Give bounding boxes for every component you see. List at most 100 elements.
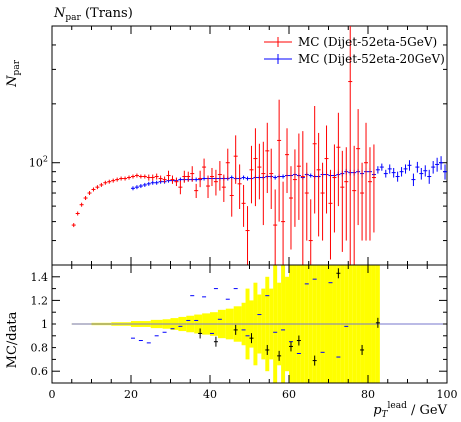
- main-5gev-data-point: [296, 133, 301, 220]
- main-5gev-data-point: [348, 26, 353, 265]
- main-plot-panel: 102: [29, 25, 448, 266]
- main-5gev-data-point: [352, 145, 357, 265]
- main-5gev-data-point: [288, 166, 293, 250]
- main-20gev-data-point: [395, 171, 400, 182]
- ratio-y-tick-label: 1.2: [31, 294, 49, 307]
- main-5gev-data-point: [281, 181, 286, 265]
- main-20gev-data-point: [411, 173, 416, 187]
- main-20gev-data-point: [419, 167, 424, 180]
- legend: MC (Dijet-52eta-5GeV) MC (Dijet-52eta-20…: [264, 35, 445, 66]
- main-5gev-data-point: [138, 174, 143, 179]
- main-5gev-data-point: [253, 128, 258, 207]
- main-5gev-data-point: [95, 185, 100, 190]
- main-5gev-data-point: [229, 178, 234, 217]
- main-5gev-data-point: [174, 177, 179, 187]
- main-y-label: Npar: [5, 59, 22, 88]
- main-20gev-data-point: [308, 173, 313, 178]
- main-5gev-data-point: [328, 169, 333, 260]
- x-tick-label: 100: [437, 388, 458, 401]
- main-5gev-data-point: [221, 174, 226, 202]
- main-5gev-data-point: [158, 175, 163, 182]
- x-tick-label: 80: [361, 388, 375, 401]
- main-5gev-data-point: [178, 180, 183, 195]
- main-5gev-data-point: [356, 109, 361, 226]
- ratio-point-black: [249, 333, 254, 344]
- main-20gev-data-point: [273, 175, 278, 180]
- main-20gev-data-point: [281, 174, 286, 179]
- main-5gev-data-point: [134, 173, 139, 178]
- ratio-point-black: [296, 335, 301, 346]
- main-20gev-data-point: [154, 180, 159, 185]
- main-5gev-data-point: [127, 175, 132, 180]
- main-5gev-data-point: [79, 202, 84, 207]
- ratio-y-tick-label: 1: [41, 318, 48, 331]
- main-5gev-data-point: [261, 141, 266, 226]
- main-5gev-data-point: [206, 175, 211, 199]
- main-5gev-data-point: [217, 161, 222, 191]
- main-5gev-data-point: [107, 179, 112, 184]
- main-20gev-data-point: [439, 156, 444, 170]
- main-5gev-data-point: [367, 147, 372, 241]
- ratio-point-black: [360, 344, 365, 355]
- main-20gev-data-point: [383, 169, 388, 178]
- x-tick-label: 40: [203, 388, 217, 401]
- main-5gev-data-point: [320, 162, 325, 241]
- main-20gev-data-point: [415, 161, 420, 173]
- ratio-point-black: [312, 355, 317, 366]
- x-axis-label: pTlead / GeV: [373, 401, 447, 420]
- main-20gev-data-point: [202, 176, 207, 181]
- main-5gev-data-point: [170, 175, 175, 184]
- ratio-y-tick-label: 0.8: [31, 342, 49, 355]
- main-20gev-data-point: [194, 177, 199, 182]
- main-20gev-data-point: [134, 185, 139, 190]
- main-5gev-data-point: [324, 125, 329, 214]
- main-y-tick-label: 102: [29, 155, 48, 170]
- main-5gev-data-point: [71, 223, 76, 228]
- main-5gev-data-point: [312, 105, 317, 214]
- main-5gev-data-point: [186, 171, 191, 182]
- ratio-point-black: [288, 341, 293, 352]
- main-5gev-data-point: [371, 144, 376, 233]
- main-5gev-data-point: [364, 122, 369, 241]
- main-5gev-data-point: [300, 131, 305, 265]
- main-5gev-data-point: [213, 169, 218, 196]
- main-5gev-data-point: [130, 174, 135, 179]
- ratio-y-tick-label: 0.6: [31, 365, 49, 378]
- main-5gev-data-point: [316, 132, 321, 237]
- ratio-point-black: [375, 317, 380, 328]
- ratio-point-black: [277, 350, 282, 361]
- legend-label-5gev: MC (Dijet-52eta-5GeV): [298, 35, 437, 49]
- main-5gev-data-point: [162, 176, 167, 183]
- main-5gev-data-point: [123, 176, 128, 181]
- main-20gev-data-point: [431, 161, 436, 174]
- main-5gev-data-point: [202, 158, 207, 177]
- main-20gev-data-point: [427, 169, 432, 184]
- main-20gev-data-point: [423, 165, 428, 177]
- main-5gev-data-point: [269, 148, 274, 209]
- main-20gev-data-point: [387, 164, 392, 174]
- main-20gev-data-point: [399, 167, 404, 177]
- main-20gev-data-point: [443, 164, 448, 180]
- legend-entry-5gev: MC (Dijet-52eta-5GeV): [264, 35, 437, 49]
- main-5gev-data-point: [91, 187, 96, 192]
- main-20gev-data-point: [245, 176, 250, 181]
- main-5gev-data-point: [292, 149, 297, 227]
- main-5gev-data-point: [99, 182, 104, 187]
- ratio-y-tick-label: 1.4: [31, 271, 49, 284]
- x-tick-label: 60: [282, 388, 296, 401]
- ratio-y-label: MC/data: [5, 311, 20, 368]
- main-5gev-data-point: [111, 178, 116, 183]
- main-20gev-data-point: [403, 164, 408, 174]
- main-5gev-data-point: [146, 174, 151, 181]
- main-5gev-data-point: [115, 177, 120, 182]
- ratio-point-black: [265, 344, 270, 355]
- main-5gev-data-point: [166, 170, 171, 181]
- main-20gev-data-point: [138, 184, 143, 189]
- main-20gev-data-point: [130, 186, 135, 191]
- main-20gev-data-point: [379, 163, 384, 171]
- main-20gev-data-point: [407, 160, 412, 171]
- main-5gev-data-point: [119, 176, 124, 181]
- main-5gev-data-point: [75, 211, 80, 216]
- main-5gev-data-point: [308, 199, 313, 265]
